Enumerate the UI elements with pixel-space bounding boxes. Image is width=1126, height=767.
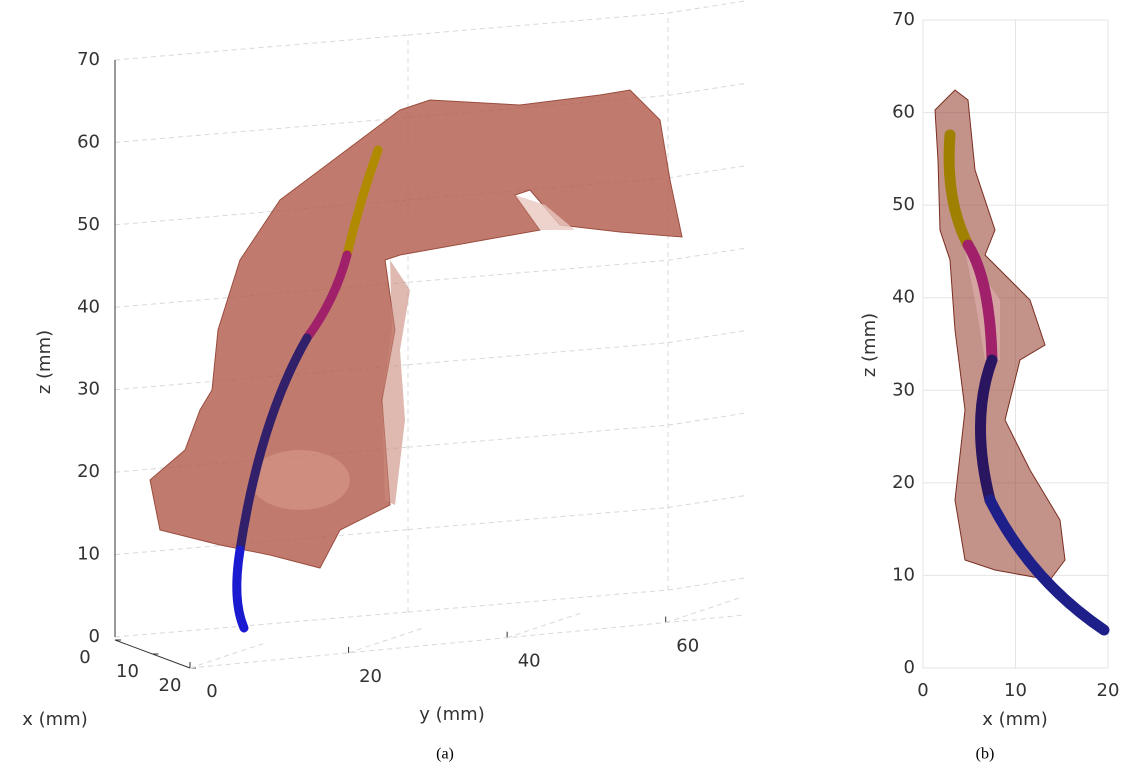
x-tick-label: 0 bbox=[917, 680, 928, 701]
x-tick-label: 10 bbox=[116, 661, 139, 682]
grid-line bbox=[665, 597, 741, 624]
y-tick-label: 10 bbox=[892, 564, 915, 585]
x-tick-label: 20 bbox=[159, 675, 182, 696]
z-tick-label: 10 bbox=[77, 544, 100, 565]
x-axis-label: x (mm) bbox=[22, 709, 88, 730]
grid-line bbox=[667, 577, 746, 591]
grid-line bbox=[407, 342, 669, 366]
grid-line bbox=[189, 642, 266, 669]
caption: (b) bbox=[976, 746, 995, 763]
y-tick-label: 20 bbox=[892, 472, 915, 493]
y-tick-label: 0 bbox=[904, 657, 915, 678]
y-tick-label: 60 bbox=[676, 636, 699, 657]
y-tick-label: 30 bbox=[892, 379, 915, 400]
y-tick-label: 20 bbox=[359, 666, 382, 687]
grid-line bbox=[407, 424, 669, 448]
caption: (a) bbox=[436, 746, 454, 763]
grid-line bbox=[407, 589, 669, 613]
grid-line bbox=[667, 330, 746, 344]
grid-line bbox=[667, 495, 746, 509]
surface-a bbox=[149, 89, 683, 569]
y-tick-label: 50 bbox=[892, 194, 915, 215]
x-tick-label: 10 bbox=[1004, 680, 1027, 701]
grid-line bbox=[114, 611, 409, 638]
catheter-a bbox=[232, 145, 383, 633]
y-axis-label: z (mm) bbox=[859, 313, 880, 377]
grid-line bbox=[407, 12, 669, 36]
grid-line bbox=[407, 507, 669, 531]
x-tick-label: 0 bbox=[79, 647, 90, 668]
grid-line bbox=[407, 259, 669, 283]
y-tick-label: 0 bbox=[206, 681, 217, 702]
grid-line bbox=[667, 0, 746, 14]
grid-line bbox=[667, 165, 746, 179]
grid-line bbox=[114, 34, 409, 61]
z-tick-label: 50 bbox=[77, 214, 100, 235]
grid-line bbox=[348, 627, 424, 654]
y-axis bbox=[189, 614, 746, 669]
z-tick-label: 30 bbox=[77, 379, 100, 400]
grid-line bbox=[667, 82, 746, 96]
grid-line bbox=[667, 412, 746, 426]
z-tick-label: 70 bbox=[77, 49, 100, 70]
catheter-b bbox=[943, 129, 1110, 636]
z-tick-label: 60 bbox=[77, 131, 100, 152]
y-tick-label: 70 bbox=[892, 9, 915, 30]
y-axis-label: y (mm) bbox=[419, 704, 485, 725]
z-tick-label: 20 bbox=[77, 461, 100, 482]
z-axis-label: z (mm) bbox=[34, 330, 55, 394]
grid-line bbox=[114, 116, 409, 143]
y-tick-label: 60 bbox=[892, 102, 915, 123]
y-tick-label: 40 bbox=[892, 287, 915, 308]
grid-line bbox=[667, 247, 746, 261]
grid-line bbox=[506, 612, 583, 639]
x-axis bbox=[114, 639, 191, 669]
x-tick-label: 20 bbox=[1097, 680, 1120, 701]
z-tick-label: 0 bbox=[89, 626, 100, 647]
x-axis-label: x (mm) bbox=[982, 709, 1048, 730]
y-tick-label: 40 bbox=[518, 651, 541, 672]
z-tick-label: 40 bbox=[77, 296, 100, 317]
